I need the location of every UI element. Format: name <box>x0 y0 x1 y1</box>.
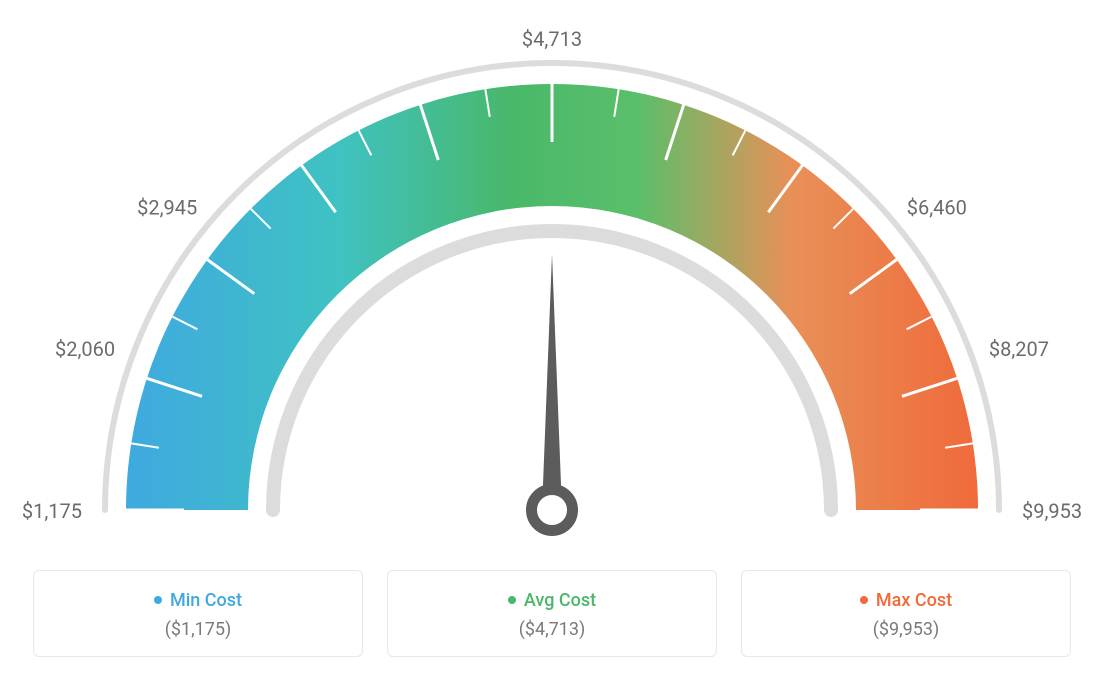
legend-row: Min Cost ($1,175) Avg Cost ($4,713) Max Cost… <box>22 570 1082 657</box>
gauge-label: $1,175 <box>22 499 82 523</box>
legend-dot-avg <box>508 596 516 604</box>
legend-card-min: Min Cost ($1,175) <box>33 570 363 657</box>
cost-gauge-chart: $1,175 $2,060 $2,945 $4,713 $6,460 $8,207 $9,9… <box>22 20 1082 560</box>
legend-value-avg: ($4,713) <box>398 619 706 640</box>
legend-title-max: Max Cost <box>860 590 952 611</box>
legend-value-max: ($9,953) <box>752 619 1060 640</box>
gauge-label: $8,207 <box>989 337 1049 361</box>
legend-title-avg: Avg Cost <box>508 590 596 611</box>
gauge-hub <box>532 490 573 531</box>
legend-label-max: Max Cost <box>876 590 952 611</box>
legend-dot-max <box>860 596 868 604</box>
gauge-label: $9,953 <box>1022 499 1082 523</box>
gauge-svg: $1,175 $2,060 $2,945 $4,713 $6,460 $8,207 $9,9… <box>22 20 1082 560</box>
legend-card-avg: Avg Cost ($4,713) <box>387 570 717 657</box>
legend-dot-min <box>154 596 162 604</box>
legend-value-min: ($1,175) <box>44 619 352 640</box>
legend-card-max: Max Cost ($9,953) <box>741 570 1071 657</box>
legend-label-min: Min Cost <box>170 590 242 611</box>
gauge-needle <box>542 254 562 510</box>
gauge-label: $2,060 <box>55 337 115 361</box>
gauge-label: $4,713 <box>522 27 582 51</box>
gauge-label: $2,945 <box>137 196 197 220</box>
gauge-label: $6,460 <box>907 196 967 220</box>
legend-label-avg: Avg Cost <box>524 590 596 611</box>
legend-title-min: Min Cost <box>154 590 242 611</box>
